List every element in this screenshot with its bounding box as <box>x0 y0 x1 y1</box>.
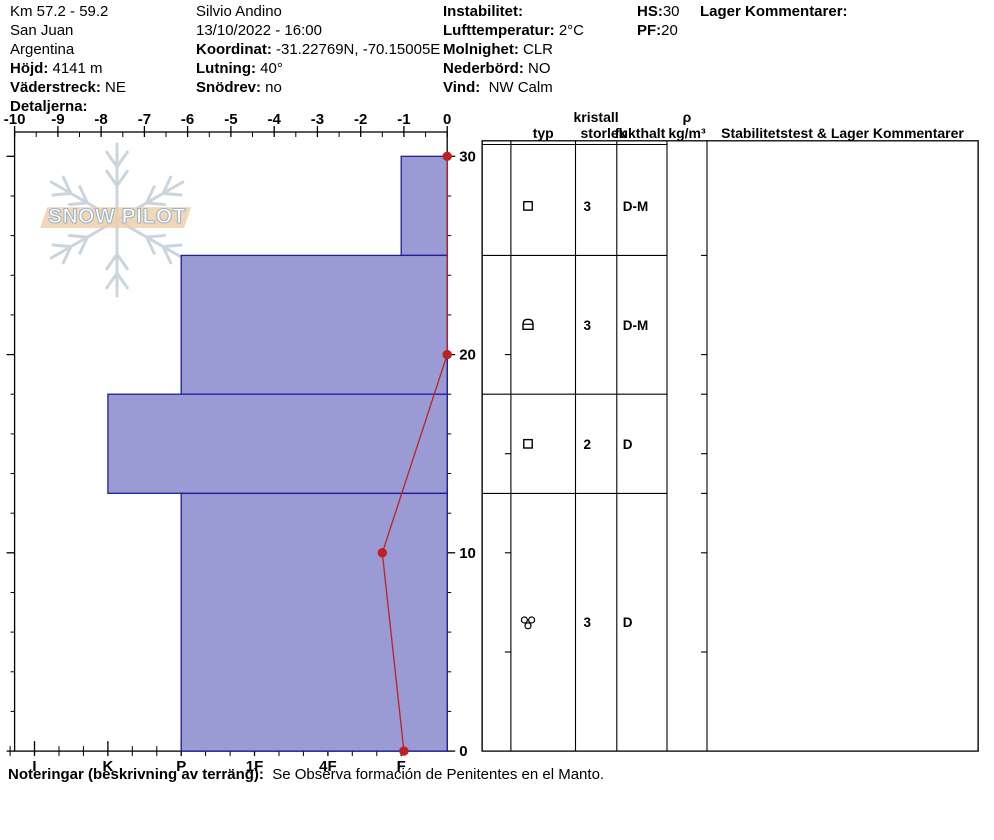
svg-text:0: 0 <box>443 111 451 128</box>
svg-text:-2: -2 <box>354 111 367 128</box>
svg-text:-8: -8 <box>94 111 107 128</box>
svg-text:Stabilitetstest & Lager Kommen: Stabilitetstest & Lager Kommentarer <box>721 125 964 141</box>
svg-text:-4: -4 <box>268 111 282 128</box>
svg-text:3: 3 <box>584 318 592 333</box>
svg-text:-1: -1 <box>397 111 410 128</box>
svg-text:-7: -7 <box>138 111 151 128</box>
svg-text:P: P <box>176 758 186 775</box>
svg-text:D: D <box>623 615 633 630</box>
svg-text:typ: typ <box>533 125 554 141</box>
svg-text:10: 10 <box>459 545 476 562</box>
svg-text:I: I <box>32 758 36 775</box>
svg-text:4F: 4F <box>319 758 337 775</box>
svg-text:20: 20 <box>459 347 476 364</box>
svg-text:0: 0 <box>459 743 467 760</box>
svg-text:K: K <box>102 758 113 775</box>
svg-text:F: F <box>397 758 406 775</box>
svg-text:D-M: D-M <box>623 199 649 214</box>
svg-text:kg/m³: kg/m³ <box>668 125 706 141</box>
svg-text:-9: -9 <box>51 111 64 128</box>
svg-text:-3: -3 <box>311 111 324 128</box>
svg-text:3: 3 <box>584 615 592 630</box>
svg-text:30: 30 <box>459 148 476 165</box>
svg-text:-6: -6 <box>181 111 194 128</box>
svg-text:D: D <box>623 437 633 452</box>
svg-text:D-M: D-M <box>623 318 649 333</box>
svg-text:kristall: kristall <box>574 109 619 125</box>
svg-text:1F: 1F <box>246 758 264 775</box>
svg-text:-10: -10 <box>4 111 26 128</box>
svg-text:2: 2 <box>584 437 592 452</box>
svg-text:fukthalt: fukthalt <box>615 125 666 141</box>
svg-text:SNOW PILOT: SNOW PILOT <box>48 205 186 228</box>
svg-text:3: 3 <box>584 199 592 214</box>
svg-text:-5: -5 <box>224 111 237 128</box>
svg-text:ρ: ρ <box>683 109 692 125</box>
